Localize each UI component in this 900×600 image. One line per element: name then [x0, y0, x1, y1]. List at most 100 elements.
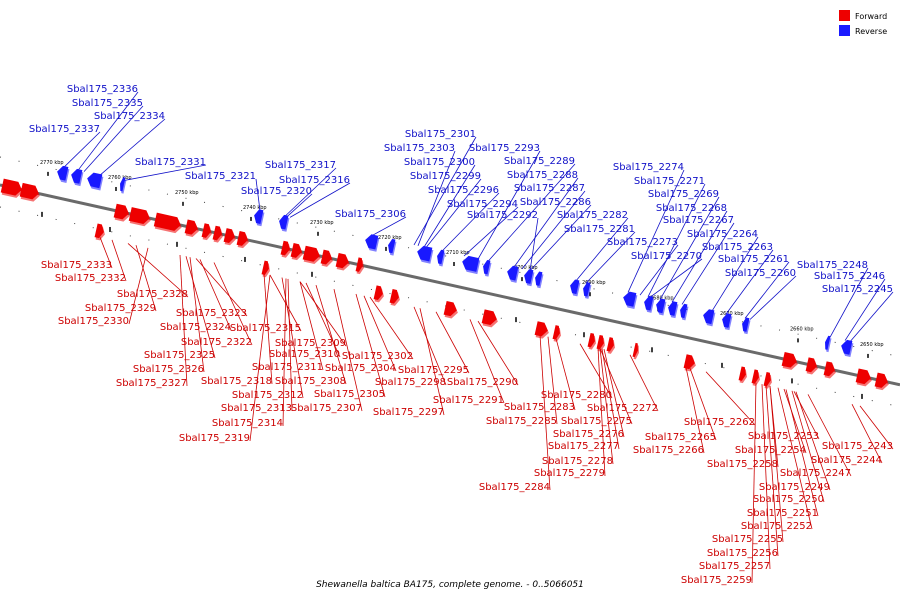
gene-label: Sbal175_2282 — [557, 210, 628, 221]
gene-label: Sbal175_2269 — [648, 189, 719, 200]
gene-label: Sbal175_2287 — [514, 183, 585, 194]
gene-leader-line — [751, 382, 757, 584]
gene-arrow — [668, 301, 679, 319]
legend-swatch-forward — [839, 10, 850, 21]
gene-leader-line — [355, 293, 386, 398]
legend-label-reverse: Reverse — [855, 27, 887, 36]
gene-arrow — [462, 255, 481, 275]
gene-leader-line — [123, 164, 207, 181]
gene-arrow — [0, 178, 23, 198]
gene-label: Sbal175_2265 — [645, 432, 716, 443]
gene-arrow — [781, 352, 798, 370]
gene-label: Sbal175_2326 — [133, 364, 204, 375]
gene-leader-line — [795, 391, 831, 491]
gene-label: Sbal175_2333 — [41, 260, 112, 271]
gene-label: Sbal175_2292 — [467, 210, 538, 221]
gene-leader-line — [249, 274, 271, 442]
gene-arrow — [254, 209, 265, 227]
gene-label: Sbal175_2327 — [116, 378, 187, 389]
gene-label: Sbal175_2283 — [504, 402, 575, 413]
gene-arrow — [570, 279, 581, 297]
gene-leader-line — [315, 285, 347, 385]
gene-arrow — [417, 245, 434, 264]
gene-leader-line — [189, 257, 205, 373]
gene-label: Sbal175_2284 — [479, 482, 550, 493]
gene-label: Sbal175_2295 — [398, 365, 469, 376]
gene-label: Sbal175_2276 — [553, 429, 624, 440]
gene-label: Sbal175_2260 — [725, 268, 796, 279]
gene-label: Sbal175_2324 — [160, 322, 231, 333]
gene-leader-line — [575, 217, 629, 282]
gene-arrow — [524, 269, 535, 287]
legend-swatch-reverse — [839, 25, 850, 36]
gene-label: Sbal175_2250 — [753, 494, 824, 505]
gene-label: Sbal175_2307 — [291, 403, 362, 414]
gene-label: Sbal175_2331 — [135, 157, 206, 168]
gene-label: Sbal175_2275 — [561, 416, 632, 427]
gene-label: Sbal175_2267 — [663, 215, 734, 226]
gene-label: Sbal175_2272 — [587, 403, 658, 414]
gene-leader-line — [477, 150, 541, 260]
gene-leader-line — [83, 105, 144, 172]
gene-arrow — [507, 265, 520, 283]
gene-arrow — [606, 337, 615, 354]
gene-arrow — [71, 168, 84, 187]
gene-label: Sbal175_2337 — [29, 124, 100, 135]
gene-arrow — [437, 249, 446, 267]
gene-leader-line — [63, 131, 101, 168]
gene-leader-line — [603, 348, 625, 438]
gene-arrow — [534, 321, 549, 339]
gene-leader-line — [419, 308, 445, 416]
gene-label: Sbal175_2285 — [486, 416, 557, 427]
gene-arrow — [855, 368, 872, 387]
gene-label: Sbal175_2296 — [428, 185, 499, 196]
kbp-tick-label: 2660 kbp — [790, 326, 814, 332]
gene-leader-line — [477, 320, 519, 386]
gene-leader-line — [435, 311, 470, 374]
gene-arrow — [261, 260, 270, 278]
gene-label: Sbal175_2316 — [279, 175, 350, 186]
gene-label: Sbal175_2293 — [469, 143, 540, 154]
gene-leader-line — [791, 390, 825, 503]
gene-leader-line — [99, 118, 166, 176]
kbp-tick-label: 2760 kbp — [108, 175, 132, 181]
gene-label: Sbal175_2300 — [404, 157, 475, 168]
gene-leader-line — [599, 348, 633, 425]
gene-leader-line — [851, 403, 883, 464]
gene-arrow — [738, 366, 747, 384]
gene-leader-line — [685, 367, 705, 454]
gene-arrow — [683, 354, 696, 372]
gene-leader-line — [371, 216, 407, 236]
gene-label: Sbal175_2291 — [433, 395, 504, 406]
gene-arrow — [320, 249, 333, 267]
kbp-tick-label: 2710 kbp — [446, 250, 470, 256]
kbp-tick: 2770 kbp — [40, 160, 64, 217]
gene-label: Sbal175_2308 — [275, 376, 346, 387]
gene-arrow — [373, 285, 384, 303]
kbp-tick: 2740 kbp — [243, 205, 267, 262]
gene-label: Sbal175_2261 — [718, 254, 789, 265]
gene-leader-line — [807, 394, 852, 477]
gene-arrow — [389, 288, 400, 306]
gene-arrow — [365, 234, 380, 252]
kbp-tick: 2750 kbp — [175, 190, 199, 247]
gene-arrow — [751, 369, 760, 387]
gene-label: Sbal175_2278 — [542, 456, 613, 467]
gene-arrow — [874, 372, 889, 391]
gene-label: Sbal175_2318 — [201, 376, 272, 387]
gene-arrow — [302, 245, 321, 265]
gene-arrow — [763, 372, 772, 389]
gene-label: Sbal175_2314 — [212, 418, 283, 429]
gene-arrow — [290, 243, 303, 261]
gene-leader-line — [282, 278, 287, 427]
gene-leader-line — [99, 237, 113, 269]
gene-label: Sbal175_2321 — [185, 171, 256, 182]
gene-arrow — [236, 231, 249, 249]
gene-arrow — [279, 214, 290, 232]
gene-label: Sbal175_2251 — [747, 508, 818, 519]
gene-arrow — [583, 282, 592, 299]
gene-label: Sbal175_2277 — [548, 441, 619, 452]
gene-arrow — [596, 334, 605, 352]
gene-leader-line — [425, 178, 482, 248]
